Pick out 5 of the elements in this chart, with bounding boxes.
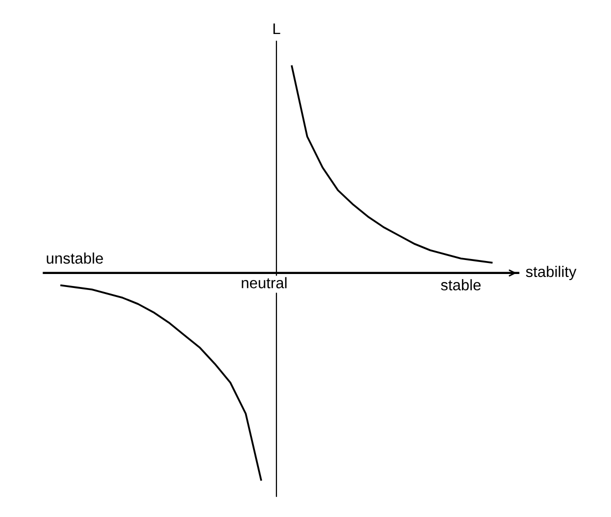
x-axis-title: stability <box>526 266 576 280</box>
annotation: neutral <box>242 277 286 288</box>
annotation: unstable <box>46 252 103 264</box>
y-axis-title: L <box>273 24 280 34</box>
annotation: stable <box>440 279 481 290</box>
